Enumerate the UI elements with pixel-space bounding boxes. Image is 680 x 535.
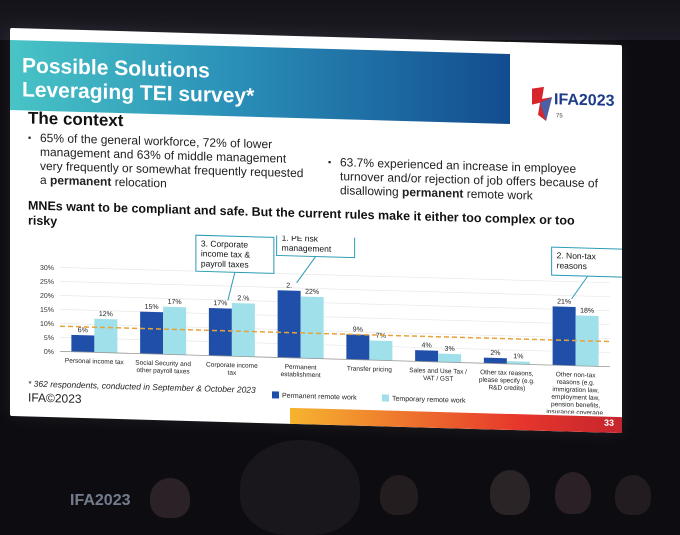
category-label: Sales and Use Tax /VAT / GST bbox=[409, 367, 467, 383]
bar-temporary bbox=[575, 315, 599, 367]
x-axis bbox=[60, 350, 610, 368]
bar-temporary bbox=[94, 318, 118, 353]
title-line-2: Leveraging TEI survey* bbox=[22, 78, 255, 108]
page-number: 33 bbox=[603, 417, 614, 428]
data-label: 18% bbox=[580, 308, 594, 315]
copyright: IFA©2023 bbox=[28, 390, 82, 406]
y-tick-label: 25% bbox=[40, 279, 54, 286]
ifa-logo: IFA2023 75 bbox=[526, 82, 616, 135]
gridline bbox=[60, 281, 610, 298]
ifa-logo-icon bbox=[532, 86, 552, 121]
data-label: 22% bbox=[305, 289, 319, 296]
data-label: 2% bbox=[490, 350, 500, 357]
callout-pointer bbox=[227, 272, 236, 301]
bar-permanent bbox=[71, 334, 95, 353]
callout-text: 1. PE riskmanagement bbox=[282, 233, 332, 254]
data-label: 6% bbox=[78, 327, 88, 334]
average-line bbox=[60, 325, 610, 343]
bar-temporary bbox=[163, 306, 187, 355]
logo-text: IFA2023 bbox=[554, 91, 615, 110]
category-label: Other tax reasons,please specify (e.g.R&… bbox=[479, 369, 535, 393]
legend-swatch bbox=[382, 394, 389, 402]
bar-permanent bbox=[552, 306, 576, 366]
data-label: 7% bbox=[376, 333, 386, 340]
bar-chart: 0% 5% 10% 15% 20% 25% 30% 6% 12% Personal income … bbox=[40, 228, 622, 415]
bar-permanent bbox=[346, 334, 370, 361]
bar-permanent bbox=[208, 307, 232, 357]
callout-pointer bbox=[571, 275, 589, 300]
bar-temporary bbox=[369, 340, 393, 361]
bar-permanent bbox=[277, 290, 301, 359]
data-label: 15% bbox=[145, 304, 159, 311]
gridline bbox=[60, 295, 610, 312]
category-label: Personal income tax bbox=[65, 358, 125, 367]
bullet1-bold: permanent bbox=[50, 173, 112, 189]
callout-pointer bbox=[296, 256, 317, 284]
y-tick-label: 10% bbox=[40, 321, 54, 328]
y-tick-label: 20% bbox=[40, 293, 54, 300]
stage-logo: IFA2023 bbox=[70, 492, 131, 509]
data-label: 12% bbox=[99, 311, 113, 318]
bar-permanent bbox=[140, 311, 164, 355]
y-tick-label: 0% bbox=[44, 349, 54, 356]
bullet2-end: remote work bbox=[463, 186, 533, 203]
legend-label: Temporary remote work bbox=[392, 396, 466, 405]
legend-swatch bbox=[272, 391, 279, 399]
logo-subtext: 75 bbox=[556, 113, 563, 120]
category-label: Social Security andother payroll taxes bbox=[135, 360, 191, 376]
y-tick-label: 30% bbox=[40, 265, 54, 272]
data-label: 2.% bbox=[237, 295, 249, 302]
data-label: 2. bbox=[286, 283, 292, 290]
bullet2-bold: permanent bbox=[402, 184, 464, 201]
bullet-turnover: 63.7% experienced an increase in employe… bbox=[340, 155, 600, 204]
slide-title: Possible Solutions Leveraging TEI survey… bbox=[22, 54, 254, 108]
context-heading: The context bbox=[28, 108, 124, 131]
callout-text: 2. Non-taxreasons bbox=[557, 250, 597, 271]
presentation-slide: Possible Solutions Leveraging TEI survey… bbox=[10, 28, 622, 434]
bar-temporary bbox=[438, 353, 462, 363]
data-label: 1% bbox=[513, 353, 523, 360]
gridline bbox=[60, 267, 610, 284]
category-label: Corporate incometax bbox=[206, 361, 258, 377]
callout-text: 3. Corporateincome tax &payroll taxes bbox=[201, 238, 250, 269]
data-label: 4% bbox=[422, 342, 432, 349]
y-tick-label: 15% bbox=[40, 307, 54, 314]
bar-permanent bbox=[415, 350, 439, 362]
bar-temporary bbox=[231, 302, 255, 357]
data-label: 17% bbox=[213, 300, 227, 307]
y-tick-label: 5% bbox=[44, 335, 54, 342]
data-label: 3% bbox=[445, 346, 455, 353]
bar-temporary bbox=[300, 296, 324, 359]
bullet1-end: relocation bbox=[111, 174, 167, 191]
legend-label: Permanent remote work bbox=[282, 393, 357, 402]
bullet-workforce: 65% of the general workforce, 72% of low… bbox=[40, 131, 310, 195]
category-label: Other non-taxreasons (e.g.immigration la… bbox=[546, 371, 605, 415]
category-label: Transfer pricing bbox=[347, 365, 392, 373]
data-label: 21% bbox=[557, 298, 571, 305]
data-label: 17% bbox=[168, 299, 182, 306]
category-label: Permanentestablishment bbox=[281, 364, 321, 380]
bar-permanent bbox=[483, 357, 507, 364]
data-label: 9% bbox=[353, 326, 363, 333]
